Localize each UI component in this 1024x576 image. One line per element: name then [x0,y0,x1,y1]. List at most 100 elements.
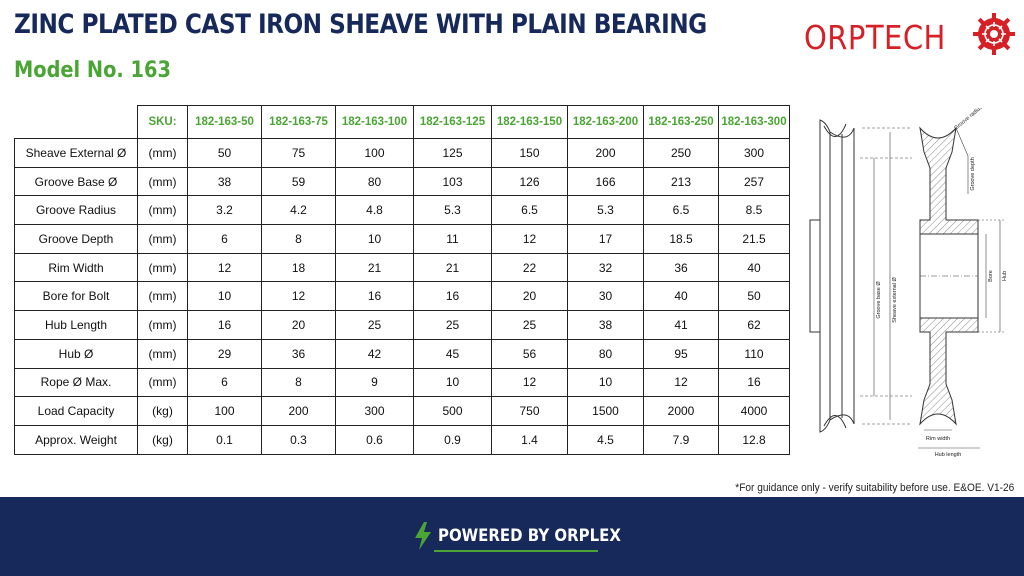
specification-table: SKU: 182-163-50 182-163-75 182-163-100 1… [14,105,790,455]
spec-unit-cell: (mm) [137,138,188,168]
spec-value-cell: 45 [413,338,492,369]
sku-cell: 182-163-100 [335,105,414,139]
spec-label-cell: Rim Width [14,252,138,283]
spec-value-cell: 0.9 [413,424,492,455]
spec-value-cell: 750 [491,396,568,426]
spec-unit-cell: (mm) [137,310,188,340]
spec-value-cell: 500 [413,396,492,426]
spec-row: Groove Depth (mm) 6 8 10 11 12 17 18.5 21.5 [14,224,790,254]
spec-value-cell: 1500 [567,396,644,426]
spec-row: Rim Width (mm) 12 18 21 21 22 32 36 40 [14,252,790,283]
footer-bar: POWERED BY ORPLEX [0,497,1024,576]
spec-label-cell: Hub Length [14,310,138,340]
spec-unit-cell: (mm) [137,367,188,398]
lightning-bolt-icon [415,522,431,550]
spec-value-cell: 12 [187,252,262,283]
spec-value-cell: 10 [567,367,644,398]
spec-value-cell: 22 [491,252,568,283]
spec-value-cell: 21 [413,252,492,283]
sku-cell: 182-163-250 [643,105,719,139]
sku-cell: 182-163-125 [413,105,492,139]
spec-unit-cell: (mm) [137,166,188,197]
spec-label-cell: Rope Ø Max. [14,367,138,398]
spec-row: Hub Length (mm) 16 20 25 25 25 38 41 62 [14,310,790,340]
spec-label-cell: Bore for Bolt [14,281,138,312]
spec-value-cell: 36 [643,252,719,283]
spec-value-cell: 0.3 [261,424,336,455]
hub-length-label: Hub length [935,452,962,458]
sku-label: SKU: [137,105,188,139]
spec-label-cell: Sheave External Ø [14,138,138,168]
bore-label: Bore [988,270,994,282]
spec-unit-cell: (mm) [137,338,188,369]
spec-value-cell: 257 [718,166,790,197]
spec-row: Bore for Bolt (mm) 10 12 16 16 20 30 40 50 [14,281,790,312]
spec-value-cell: 56 [491,338,568,369]
spec-value-cell: 8 [261,224,336,254]
spec-value-cell: 40 [718,252,790,283]
spec-row: Load Capacity (kg) 100 200 300 500 750 1500 2000… [14,396,790,426]
spec-value-cell: 41 [643,310,719,340]
spec-label-cell: Groove Radius [14,195,138,226]
spec-value-cell: 21.5 [718,224,790,254]
powered-by: POWERED BY ORPLEX [412,521,646,552]
spec-value-cell: 12.8 [718,424,790,455]
spec-value-cell: 110 [718,338,790,369]
spec-value-cell: 38 [567,310,644,340]
sku-cell: 182-163-75 [261,105,336,139]
spec-value-cell: 6.5 [491,195,568,226]
groove-depth-label: Groove depth [970,157,976,190]
spec-value-cell: 32 [567,252,644,283]
spec-value-cell: 25 [335,310,414,340]
spec-row: Groove Radius (mm) 3.2 4.2 4.8 5.3 6.5 5.3 6.5 8.… [14,195,790,226]
spec-value-cell: 80 [567,338,644,369]
spec-value-cell: 12 [643,367,719,398]
logo-text: ORPTECH [804,17,946,57]
spec-value-cell: 50 [187,138,262,168]
spec-value-cell: 4.8 [335,195,414,226]
spec-value-cell: 25 [491,310,568,340]
spec-unit-cell: (kg) [137,424,188,455]
spec-unit-cell: (mm) [137,195,188,226]
spec-value-cell: 17 [567,224,644,254]
spec-value-cell: 4000 [718,396,790,426]
spec-value-cell: 59 [261,166,336,197]
sheave-section-view [919,126,979,426]
spec-value-cell: 75 [261,138,336,168]
spec-value-cell: 38 [187,166,262,197]
spec-value-cell: 36 [261,338,336,369]
spec-value-cell: 62 [718,310,790,340]
spec-value-cell: 103 [413,166,492,197]
spec-value-cell: 21 [335,252,414,283]
spec-value-cell: 0.1 [187,424,262,455]
spec-value-cell: 4.5 [567,424,644,455]
spec-value-cell: 6.5 [643,195,719,226]
spec-unit-cell: (mm) [137,224,188,254]
spec-value-cell: 250 [643,138,719,168]
spec-value-cell: 8.5 [718,195,790,226]
spec-value-cell: 10 [335,224,414,254]
spec-value-cell: 50 [718,281,790,312]
spec-value-cell: 18 [261,252,336,283]
spec-label-cell: Load Capacity [14,396,138,426]
spec-value-cell: 12 [491,367,568,398]
spec-row: Approx. Weight (kg) 0.1 0.3 0.6 0.9 1.4 4.5 7.9 1… [14,424,790,455]
spec-value-cell: 12 [491,224,568,254]
spec-value-cell: 25 [413,310,492,340]
blank-cell [14,105,138,139]
spec-value-cell: 12 [261,281,336,312]
spec-value-cell: 10 [187,281,262,312]
powered-by-text: POWERED BY ORPLEX [438,526,621,546]
spec-value-cell: 18.5 [643,224,719,254]
spec-row: Sheave External Ø (mm) 50 75 100 125 150 200 250… [14,138,790,168]
spec-label-cell: Approx. Weight [14,424,138,455]
spec-value-cell: 0.6 [335,424,414,455]
groove-base-label: Groove base Ø [876,281,882,319]
spec-value-cell: 300 [335,396,414,426]
spec-value-cell: 30 [567,281,644,312]
spec-value-cell: 100 [335,138,414,168]
sku-row: SKU: 182-163-50 182-163-75 182-163-100 1… [14,105,790,139]
spec-value-cell: 150 [491,138,568,168]
spec-value-cell: 213 [643,166,719,197]
disclaimer-footnote: *For guidance only - verify suitability … [734,482,1014,494]
